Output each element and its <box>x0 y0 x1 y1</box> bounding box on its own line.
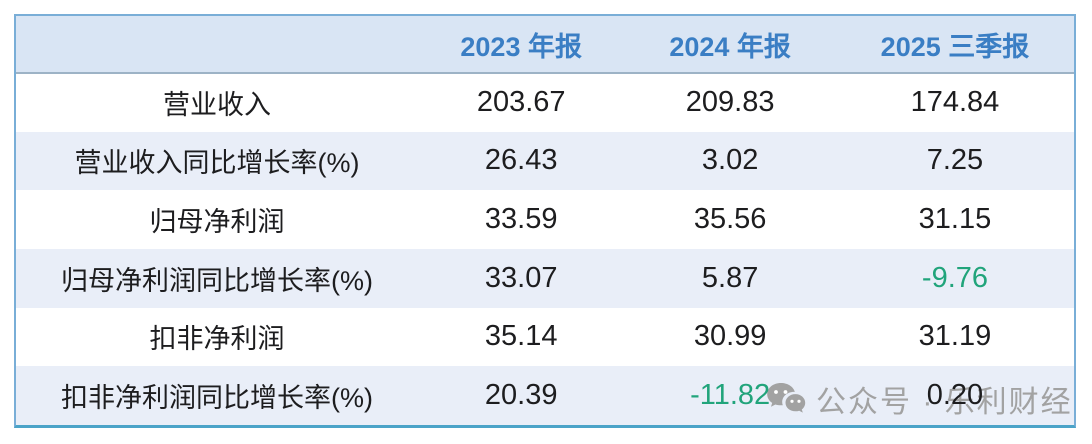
table-row: 归母净利润 33.59 35.56 31.15 <box>16 190 1074 249</box>
value-cell: 33.07 <box>484 261 558 294</box>
value-cell: 5.87 <box>701 261 759 294</box>
table-body: 营业收入 203.67 209.83 174.84 营业收入同比增长率(%) 26.43 3… <box>16 73 1074 425</box>
row-label: 扣非净利润 <box>149 324 285 355</box>
value-cell: 3.02 <box>701 144 759 177</box>
header-row: 2023 年报 2024 年报 2025 三季报 <box>16 16 1074 73</box>
financials-by-period-table: 2023 年报 2024 年报 2025 三季报 营业收入 203.67 209.83 1… <box>16 16 1074 425</box>
value-cell: 174.84 <box>910 86 1000 119</box>
value-cell: -11.82 <box>690 379 771 412</box>
value-cell: 31.19 <box>918 320 992 353</box>
value-cell: 7.25 <box>926 144 984 177</box>
row-label: 归母净利润同比增长率(%) <box>61 265 374 296</box>
row-label: 营业收入 <box>163 90 272 121</box>
period-column-header: 2023 年报 <box>460 31 582 62</box>
value-cell: 20.39 <box>484 379 558 412</box>
table-row: 扣非净利润 35.14 30.99 31.19 <box>16 308 1074 367</box>
period-column-header: 2024 年报 <box>669 31 791 62</box>
table-row: 营业收入同比增长率(%) 26.43 3.02 7.25 <box>16 131 1074 191</box>
period-column-header: 2025 三季报 <box>880 31 1030 62</box>
value-cell: 203.67 <box>476 86 566 119</box>
value-cell: 30.99 <box>693 320 767 353</box>
financial-report-table: 2023 年报 2024 年报 2025 三季报 营业收入 203.67 209.83 1… <box>14 14 1076 428</box>
value-cell: 0.20 <box>926 379 984 412</box>
value-cell: 31.15 <box>918 203 992 236</box>
table-row: 扣非净利润同比增长率(%) 20.39 -11.82 0.20 <box>16 366 1074 425</box>
value-cell: 33.59 <box>484 203 558 236</box>
row-label: 扣非净利润同比增长率(%) <box>61 383 374 414</box>
value-cell: 26.43 <box>484 144 558 177</box>
row-label: 营业收入同比增长率(%) <box>74 148 360 179</box>
table-row: 营业收入 203.67 209.83 174.84 <box>16 73 1074 132</box>
value-cell: 209.83 <box>685 86 775 119</box>
metric-column-header <box>16 16 418 73</box>
value-cell: 35.56 <box>693 203 767 236</box>
table-header: 2023 年报 2024 年报 2025 三季报 <box>16 16 1074 73</box>
value-cell: 35.14 <box>484 320 558 353</box>
row-label: 归母净利润 <box>149 207 285 238</box>
value-cell: -9.76 <box>921 261 989 294</box>
table-row: 归母净利润同比增长率(%) 33.07 5.87 -9.76 <box>16 248 1074 308</box>
